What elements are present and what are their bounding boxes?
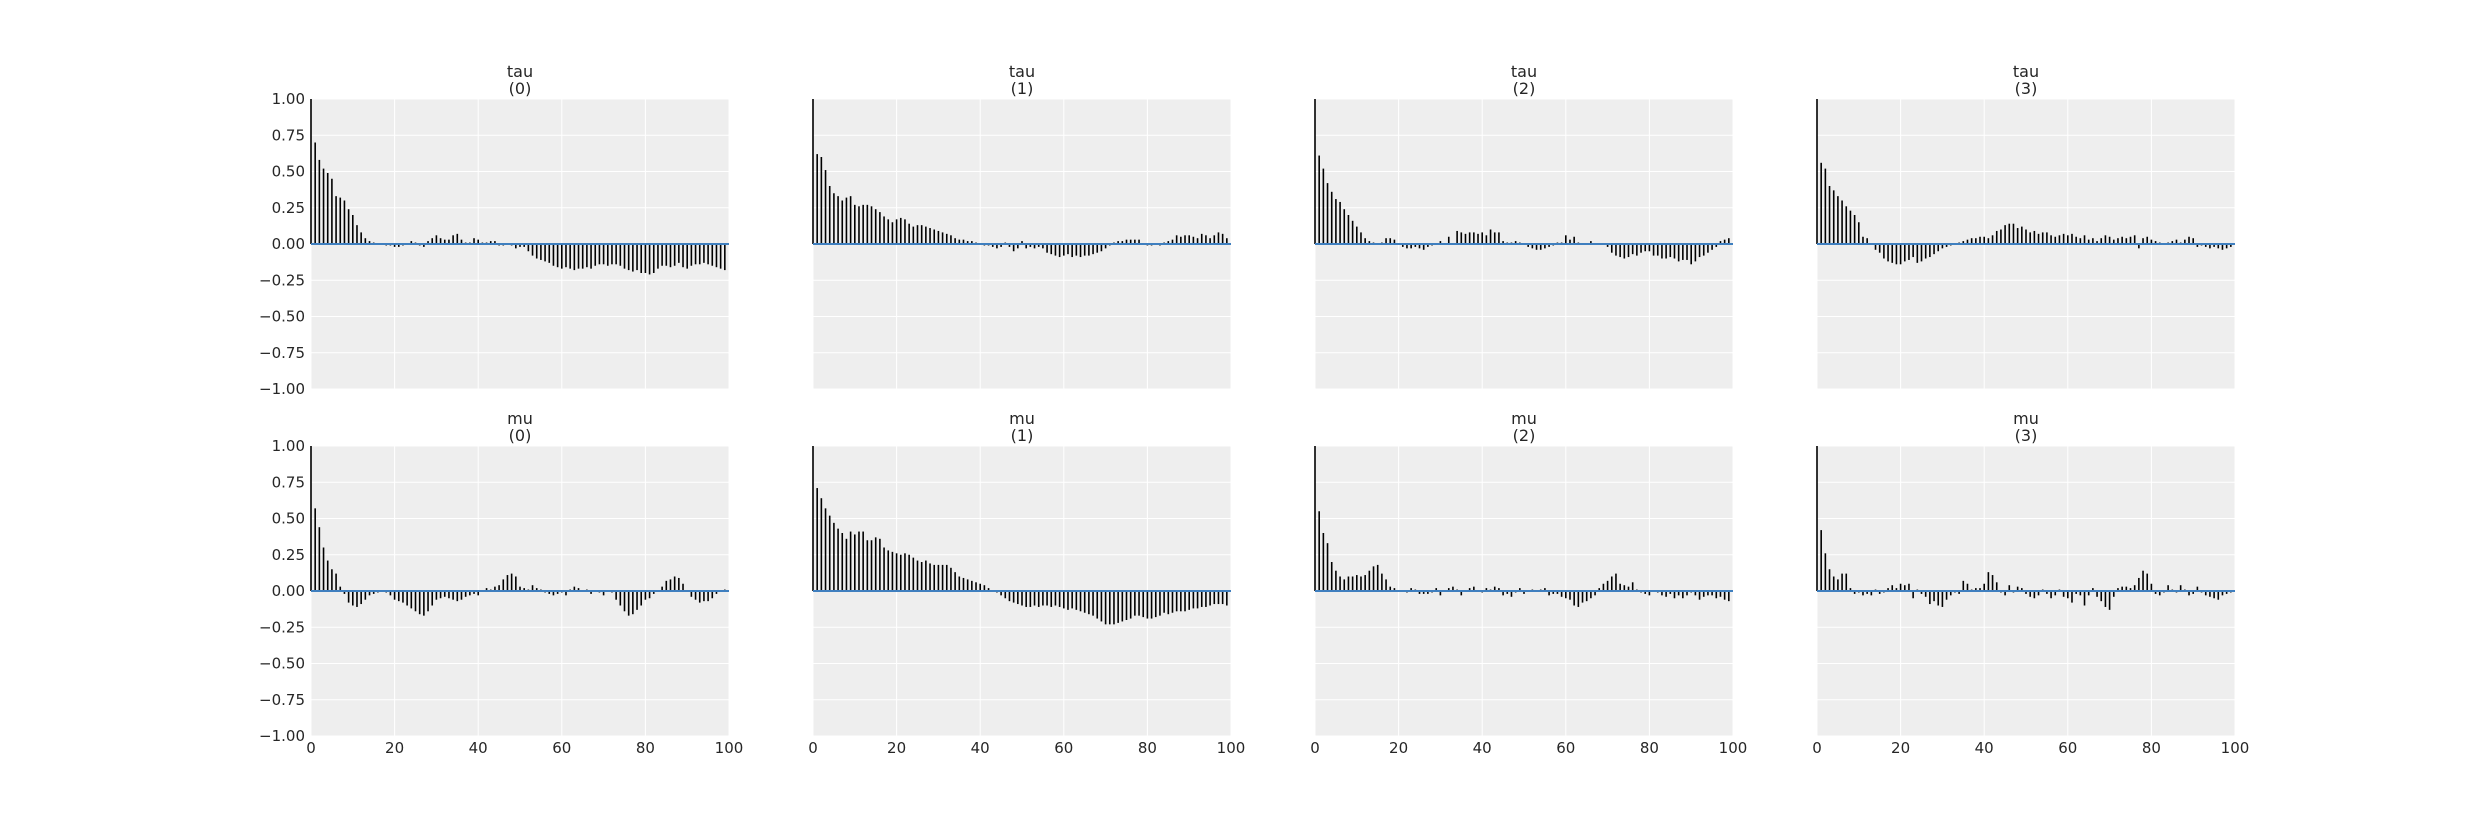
subplot-mu-7: 0 20 40 60 80 100 mu(3) — [1812, 409, 2249, 757]
x-tick-label: 20 — [887, 739, 906, 757]
x-tick-label: 100 — [715, 739, 744, 757]
y-tick-label: 0.00 — [272, 235, 305, 253]
y-tick-label: −0.75 — [259, 691, 305, 709]
y-tick-label: −1.00 — [259, 727, 305, 745]
subplot-subtitle: (3) — [2015, 79, 2038, 98]
subplot-title: tau — [2013, 62, 2039, 81]
subplot-subtitle: (2) — [1513, 426, 1536, 445]
subplot-title: mu — [2013, 409, 2039, 428]
y-tick-label: 1.00 — [272, 437, 305, 455]
subplot-tau-0: 1.00 0.75 0.50 0.25 0.00 −0.25 −0.50 −0.75 −1.00… — [259, 62, 730, 398]
x-tick-label: 100 — [1719, 739, 1748, 757]
x-tick-label: 20 — [1891, 739, 1910, 757]
subplot-title: tau — [1009, 62, 1035, 81]
y-tick-label: −0.25 — [259, 618, 305, 636]
subplot-subtitle: (1) — [1011, 79, 1034, 98]
y-tick-label: 0.00 — [272, 582, 305, 600]
subplot-subtitle: (3) — [2015, 426, 2038, 445]
subplot-title: tau — [507, 62, 533, 81]
x-tick-label: 0 — [1310, 739, 1320, 757]
x-tick-label: 40 — [469, 739, 488, 757]
subplot-subtitle: (1) — [1011, 426, 1034, 445]
x-tick-label: 20 — [1389, 739, 1408, 757]
y-tick-label: 0.50 — [272, 163, 305, 181]
y-tick-label: 0.25 — [272, 546, 305, 564]
y-tick-label: −1.00 — [259, 380, 305, 398]
x-tick-label: 20 — [385, 739, 404, 757]
subplot-mu-4: 1.00 0.75 0.50 0.25 0.00 −0.25 −0.50 −0.75 −1.00… — [259, 409, 743, 757]
subplot-title: mu — [507, 409, 533, 428]
y-tick-label: −0.25 — [259, 271, 305, 289]
x-tick-label: 40 — [1473, 739, 1492, 757]
x-tick-label: 60 — [552, 739, 571, 757]
y-tick-label: 0.25 — [272, 199, 305, 217]
y-tick-label: 1.00 — [272, 90, 305, 108]
x-tick-label: 0 — [306, 739, 316, 757]
y-tick-label: 0.75 — [272, 473, 305, 491]
subplot-mu-5: 0 20 40 60 80 100 mu(1) — [808, 409, 1245, 757]
y-tick-label: 0.75 — [272, 126, 305, 144]
subplot-tau-3: tau(3) — [1816, 62, 2236, 390]
subplot-tau-2: tau(2) — [1314, 62, 1734, 390]
subplot-title: mu — [1009, 409, 1035, 428]
y-tick-label: −0.50 — [259, 655, 305, 673]
x-tick-label: 60 — [1054, 739, 1073, 757]
x-tick-label: 60 — [2058, 739, 2077, 757]
subplot-title: tau — [1511, 62, 1537, 81]
y-tick-label: −0.75 — [259, 344, 305, 362]
subplot-tau-1: tau(1) — [812, 62, 1232, 390]
x-tick-label: 40 — [1975, 739, 1994, 757]
x-tick-label: 80 — [2142, 739, 2161, 757]
subplot-subtitle: (0) — [509, 79, 532, 98]
y-tick-label: −0.50 — [259, 308, 305, 326]
x-tick-label: 100 — [1217, 739, 1246, 757]
y-tick-label: 0.50 — [272, 510, 305, 528]
x-tick-label: 0 — [808, 739, 818, 757]
x-tick-label: 100 — [2221, 739, 2250, 757]
x-tick-label: 80 — [636, 739, 655, 757]
x-tick-label: 60 — [1556, 739, 1575, 757]
x-tick-label: 80 — [1640, 739, 1659, 757]
x-tick-label: 80 — [1138, 739, 1157, 757]
x-tick-label: 40 — [971, 739, 990, 757]
subplot-subtitle: (2) — [1513, 79, 1536, 98]
x-tick-label: 0 — [1812, 739, 1822, 757]
subplot-mu-6: 0 20 40 60 80 100 mu(2) — [1310, 409, 1747, 757]
subplot-title: mu — [1511, 409, 1537, 428]
subplot-subtitle: (0) — [509, 426, 532, 445]
